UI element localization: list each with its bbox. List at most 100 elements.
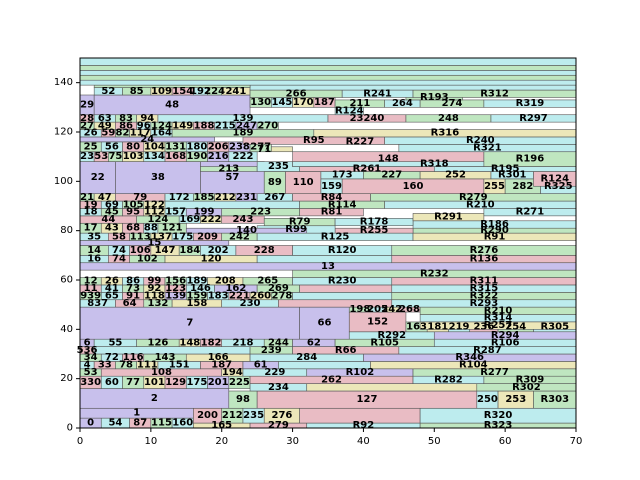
treemap-label-180: 199 (194, 207, 215, 218)
treemap-label-124: 156 (165, 276, 186, 287)
treemap-label-246: 24 (140, 134, 154, 145)
treemap-label-87: 268 (399, 304, 420, 315)
treemap-label-8: R323 (484, 420, 513, 431)
treemap-label-209: 282 (512, 181, 533, 192)
treemap-label-174: R291 (434, 212, 463, 223)
treemap-label-73: 7 (186, 318, 193, 329)
treemap-label-272: 29 (80, 99, 94, 110)
treemap-label-110: 11 (84, 283, 98, 294)
treemap-label-271: R297 (519, 113, 548, 124)
treemap-label-275: 145 (272, 97, 293, 108)
treemap-label-222: 75 (108, 151, 122, 162)
treemap-label-286: 109 (151, 86, 172, 97)
treemap-label-206: 159 (321, 181, 342, 192)
treemap-label-256: 86 (119, 120, 133, 131)
treemap-label-207: 160 (403, 181, 424, 192)
y-tick-label-1: 20 (60, 373, 73, 384)
treemap-label-39: 229 (264, 367, 285, 378)
treemap-label-17: 98 (236, 394, 250, 405)
y-tick-label-6: 120 (54, 127, 73, 138)
treemap-label-119: R315 (470, 283, 499, 294)
treemap-label-35: R309 (516, 374, 545, 385)
treemap-rect-297 (79, 74, 577, 81)
treemap-label-100: 91 (126, 291, 140, 302)
treemap-label-201: 22 (91, 172, 105, 183)
treemap-label-66: 148 (179, 337, 200, 348)
treemap-label-79: 219 (449, 321, 470, 332)
x-tick-label-5: 50 (428, 436, 441, 447)
treemap-rect-173 (334, 218, 414, 227)
treemap-label-139: 74 (112, 245, 126, 256)
treemap-label-257: 96 (137, 120, 151, 131)
treemap-label-190: R210 (466, 199, 495, 210)
treemap-label-3: 115 (151, 418, 172, 429)
treemap-label-81: 254 (505, 321, 526, 332)
treemap-label-195: 185 (194, 192, 215, 203)
treemap-label-159: R99 (285, 224, 307, 235)
treemap-label-37: 108 (151, 367, 172, 378)
treemap-label-2: 87 (133, 418, 147, 429)
treemap-label-218: R261 (353, 164, 382, 175)
treemap-label-202: 38 (151, 172, 165, 183)
treemap-label-160: 17 (84, 223, 98, 234)
treemap-label-243: R227 (346, 136, 375, 147)
treemap-label-250: 117 (130, 128, 151, 139)
treemap-label-200: R279 (459, 192, 488, 203)
treemap-label-172: R79 (289, 217, 311, 228)
treemap-label-134: 102 (137, 254, 158, 265)
treemap-label-198: 267 (264, 192, 285, 203)
treemap-label-237: 131 (165, 141, 186, 152)
treemap-label-50: R104 (459, 360, 488, 371)
treemap-rect-73 (79, 306, 300, 340)
treemap-label-175: 18 (84, 207, 98, 218)
treemap-label-97: R293 (470, 298, 499, 309)
treemap-label-203: 57 (225, 172, 239, 183)
treemap-rect-165 (185, 227, 308, 234)
plot-frame (79, 57, 577, 429)
x-tick-label-0: 0 (77, 436, 83, 447)
treemap-label-112: 73 (126, 283, 140, 294)
treemap-label-211: 173 (332, 170, 353, 181)
treemap-label-212: 227 (381, 170, 402, 181)
treemap-label-135: 120 (201, 254, 222, 265)
treemap-label-287: 154 (172, 86, 193, 97)
treemap-label-259: 149 (172, 120, 193, 131)
treemap-label-113: 92 (147, 283, 161, 294)
treemap-label-140: 106 (130, 245, 151, 256)
treemap-label-196: 212 (215, 192, 236, 203)
treemap-label-125: 189 (186, 276, 207, 287)
treemap-label-177: 95 (126, 207, 140, 218)
treemap-label-45: 111 (137, 360, 158, 371)
treemap-label-72: R106 (491, 337, 520, 348)
treemap-label-128: R230 (328, 276, 357, 287)
treemap-label-74: 66 (317, 318, 331, 329)
treemap-label-99: 65 (105, 291, 119, 302)
treemap-label-230: 148 (378, 154, 399, 165)
treemap-label-115: 146 (190, 283, 211, 294)
treemap-label-103: 159 (186, 291, 207, 302)
treemap-label-269: 23240 (350, 113, 385, 124)
treemap-label-101: 118 (144, 291, 165, 302)
treemap-label-205: 110 (293, 177, 314, 188)
treemap-label-83: R294 (491, 330, 520, 341)
treemap-label-167: 44 (101, 214, 115, 225)
treemap-label-192: 47 (98, 192, 112, 203)
treemap-label-122: 86 (126, 276, 140, 287)
treemap-label-239: 206 (208, 141, 229, 152)
treemap-label-208: 255 (484, 181, 505, 192)
treemap-label-221: 53 (94, 151, 108, 162)
treemap-label-132: 16 (87, 254, 101, 265)
treemap-label-170: 222 (201, 214, 222, 225)
treemap-label-4: 160 (172, 418, 193, 429)
treemap-label-166: R186 (480, 219, 509, 230)
treemap-label-85: 205 (367, 304, 388, 315)
treemap-label-276: 170 (293, 97, 314, 108)
treemap-rect-201 (79, 161, 116, 194)
treemap-label-61: R66 (335, 345, 357, 356)
treemap-label-251: 164 (151, 128, 172, 139)
x-axis: 0 10 20 30 40 50 60 70 (77, 428, 582, 447)
treemap-label-123: 99 (147, 276, 161, 287)
treemap-label-70: 62 (307, 337, 321, 348)
treemap-label-289: 224 (204, 86, 225, 97)
